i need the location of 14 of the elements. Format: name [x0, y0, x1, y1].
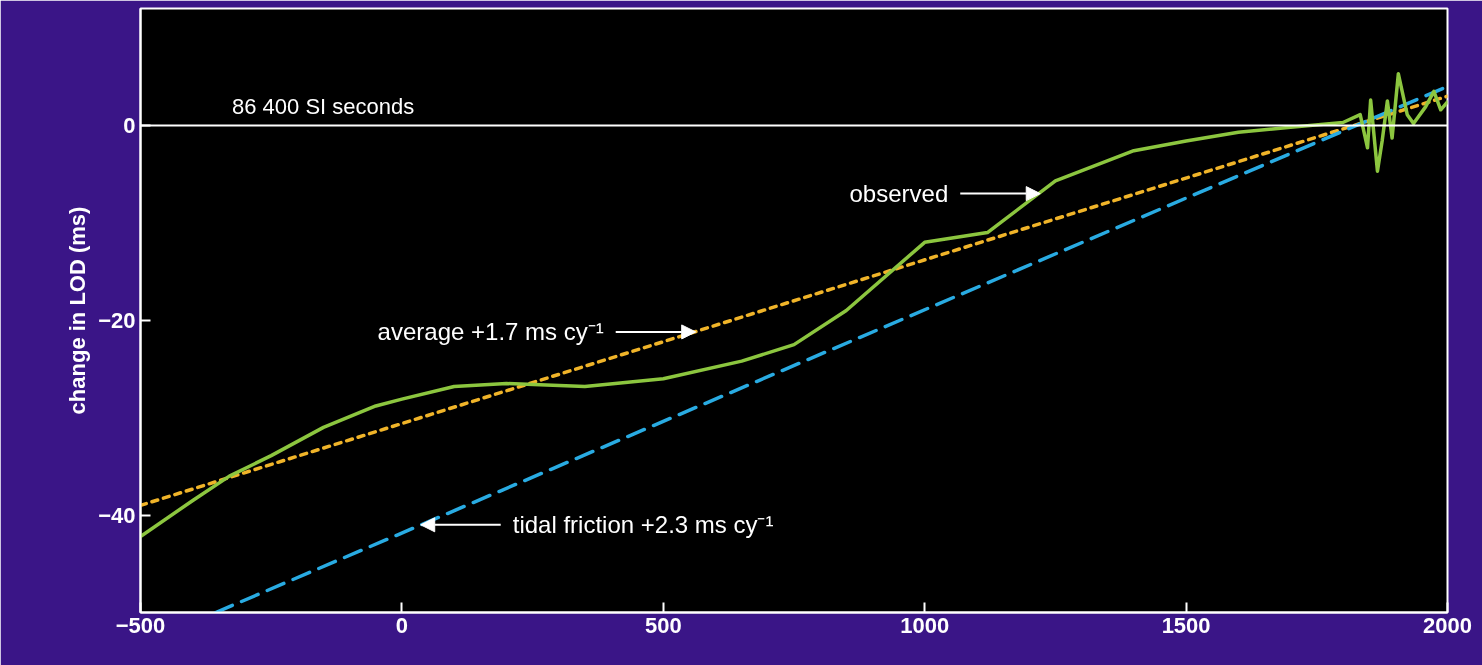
- ref-line-label: 86 400 SI seconds: [231, 94, 415, 120]
- x-tick-label: −500: [115, 612, 166, 638]
- x-tick-label: 1500: [1161, 612, 1211, 638]
- annotation: observed: [849, 180, 949, 208]
- annotation: average +1.7 ms cy⁻¹: [377, 318, 604, 346]
- y-axis-title: change in LOD (ms): [65, 206, 91, 415]
- x-tick-label: 2000: [1423, 612, 1472, 638]
- annotation: tidal friction +2.3 ms cy⁻¹: [512, 511, 774, 539]
- y-tick-label: −40: [98, 502, 136, 528]
- x-tick-label: 0: [395, 612, 409, 638]
- x-tick-label: 500: [644, 612, 682, 638]
- x-tick-label: 1000: [900, 612, 950, 638]
- y-tick-label: −20: [98, 307, 136, 333]
- y-tick-label: 0: [123, 112, 136, 138]
